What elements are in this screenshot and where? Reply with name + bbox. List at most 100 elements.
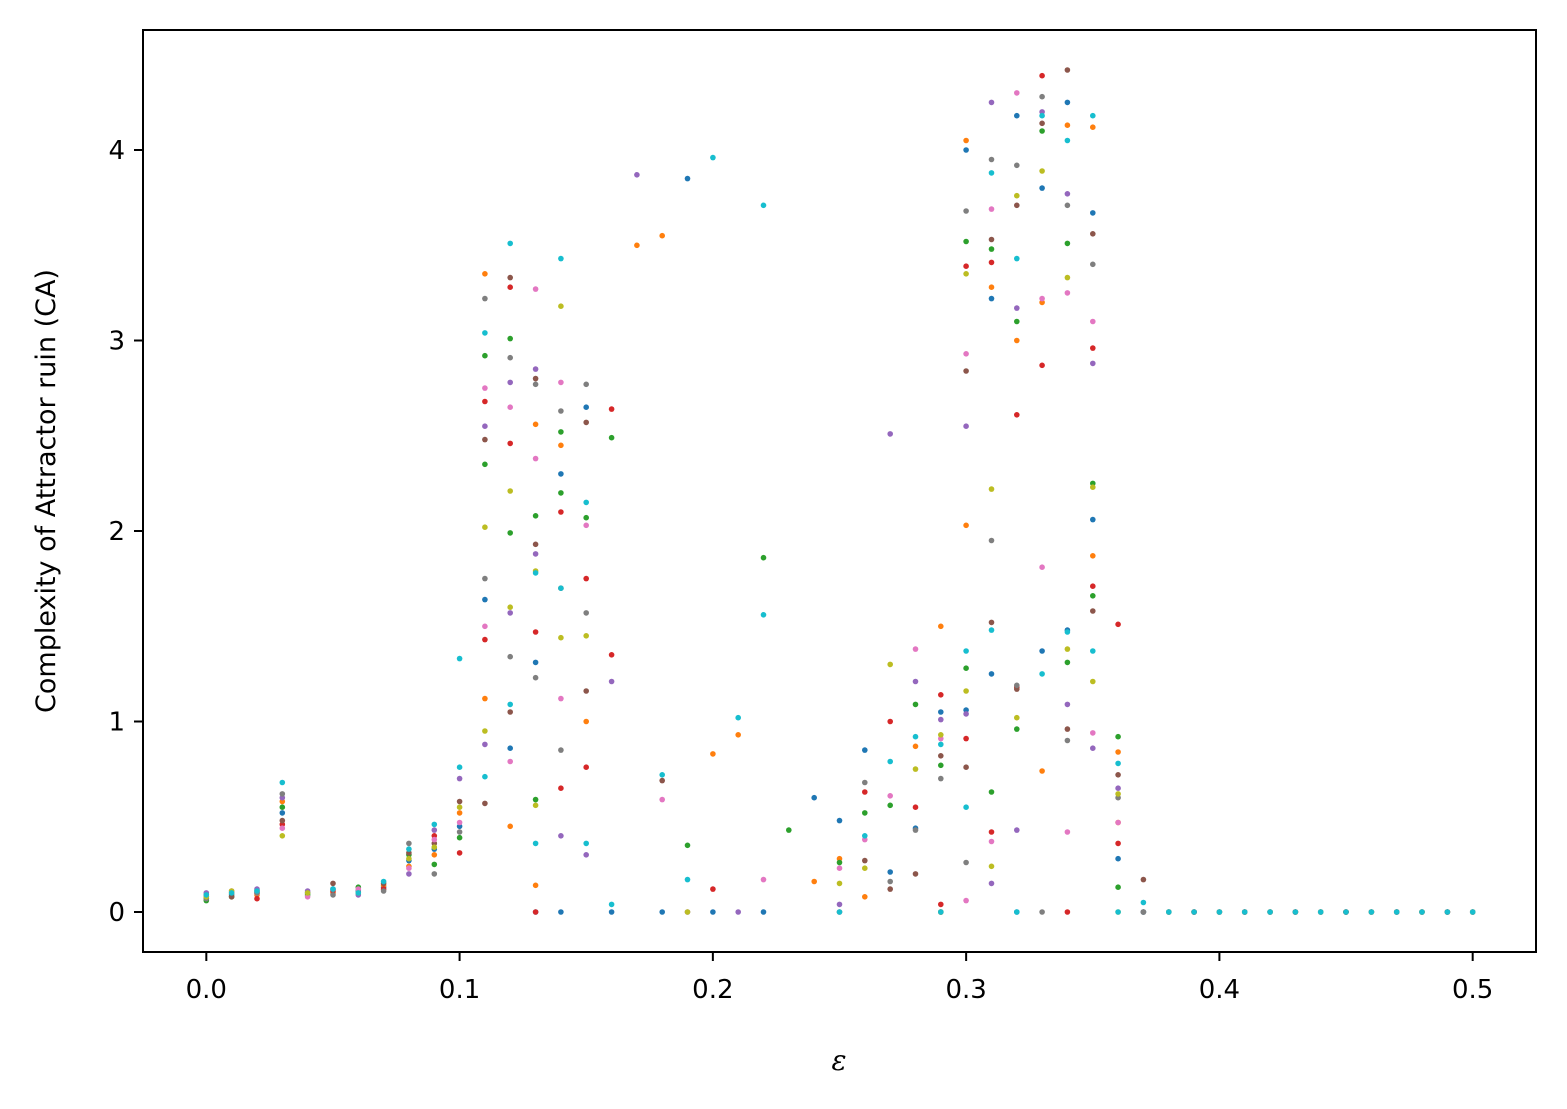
- data-point: [380, 888, 387, 894]
- data-point: [507, 274, 513, 281]
- data-point: [887, 758, 893, 765]
- data-point: [887, 793, 893, 799]
- data-point: [1469, 909, 1476, 915]
- data-point: [482, 423, 488, 430]
- data-point: [988, 259, 995, 266]
- data-point: [862, 810, 868, 816]
- data-point: [988, 170, 995, 176]
- data-point: [482, 596, 488, 603]
- data-point: [482, 436, 488, 443]
- data-point: [532, 455, 539, 462]
- data-point: [583, 381, 589, 388]
- data-point: [1039, 93, 1045, 100]
- data-point: [1090, 318, 1096, 325]
- data-point: [456, 798, 463, 805]
- data-point: [1014, 202, 1020, 209]
- plot-frame: [142, 29, 1537, 953]
- data-point: [1115, 855, 1121, 862]
- data-point: [1039, 768, 1045, 774]
- data-point: [836, 859, 843, 866]
- data-point: [1191, 909, 1197, 915]
- data-point: [1014, 726, 1020, 732]
- data-point: [634, 172, 640, 178]
- data-point: [583, 404, 589, 411]
- data-point: [456, 834, 463, 841]
- data-point: [532, 551, 539, 557]
- data-point: [1292, 909, 1299, 915]
- data-point: [1090, 261, 1096, 268]
- x-tick-label: 0.4: [1199, 975, 1240, 1005]
- data-point: [532, 840, 539, 847]
- data-point: [659, 777, 665, 784]
- data-point: [583, 633, 589, 639]
- data-point: [1115, 760, 1121, 767]
- data-point: [1115, 819, 1121, 826]
- data-point: [988, 838, 995, 845]
- y-tick-label: 0: [108, 898, 125, 928]
- data-point: [1267, 909, 1273, 915]
- data-point: [482, 398, 488, 405]
- data-point: [380, 878, 387, 885]
- data-point: [988, 627, 995, 633]
- data-point: [1090, 231, 1096, 237]
- data-point: [254, 895, 260, 902]
- data-point: [963, 688, 969, 694]
- data-point: [735, 909, 741, 915]
- data-point: [431, 844, 438, 850]
- data-point: [558, 909, 564, 915]
- data-point: [1064, 240, 1071, 247]
- data-point: [583, 575, 589, 582]
- data-point: [1090, 678, 1096, 685]
- data-point: [532, 541, 539, 548]
- data-point: [254, 888, 260, 894]
- data-point: [1090, 553, 1096, 559]
- data-point: [583, 610, 589, 616]
- data-point: [431, 871, 438, 877]
- data-point: [1368, 909, 1375, 915]
- data-point: [532, 513, 539, 519]
- data-point: [862, 747, 868, 753]
- data-point: [988, 295, 995, 302]
- data-point: [1090, 360, 1096, 367]
- data-point: [532, 882, 539, 889]
- data-point: [355, 890, 362, 896]
- data-point: [583, 718, 589, 725]
- data-point: [507, 701, 513, 708]
- data-point: [988, 236, 995, 243]
- data-point: [1014, 192, 1020, 199]
- data-point: [532, 366, 539, 372]
- data-point: [1115, 909, 1121, 915]
- data-point: [1064, 726, 1071, 732]
- data-point: [836, 901, 843, 908]
- data-point: [330, 892, 336, 898]
- data-point: [532, 674, 539, 681]
- data-point: [1039, 295, 1045, 302]
- data-point: [1039, 120, 1045, 127]
- data-point: [608, 406, 615, 412]
- data-point: [608, 652, 615, 658]
- data-point: [963, 271, 969, 277]
- data-point: [304, 890, 311, 896]
- data-point: [1064, 191, 1071, 197]
- data-point: [1014, 112, 1020, 119]
- data-point: [963, 368, 969, 374]
- data-point: [659, 772, 665, 778]
- data-point: [1014, 162, 1020, 169]
- data-point: [735, 714, 741, 721]
- data-point: [558, 785, 564, 791]
- data-point: [482, 773, 488, 780]
- data-point: [558, 585, 564, 591]
- data-point: [963, 735, 969, 742]
- data-point: [684, 842, 691, 849]
- data-point: [228, 890, 235, 896]
- data-point: [482, 524, 488, 530]
- x-axis: 0.0 0.1 0.2 0.3 0.4 0.5: [186, 952, 1493, 1005]
- data-point: [1064, 909, 1071, 915]
- data-point: [1064, 829, 1071, 835]
- data-point: [1216, 909, 1223, 915]
- data-point: [1014, 318, 1020, 325]
- data-point: [1064, 646, 1071, 652]
- data-point: [862, 833, 868, 839]
- data-point: [938, 901, 944, 908]
- data-point: [532, 629, 539, 635]
